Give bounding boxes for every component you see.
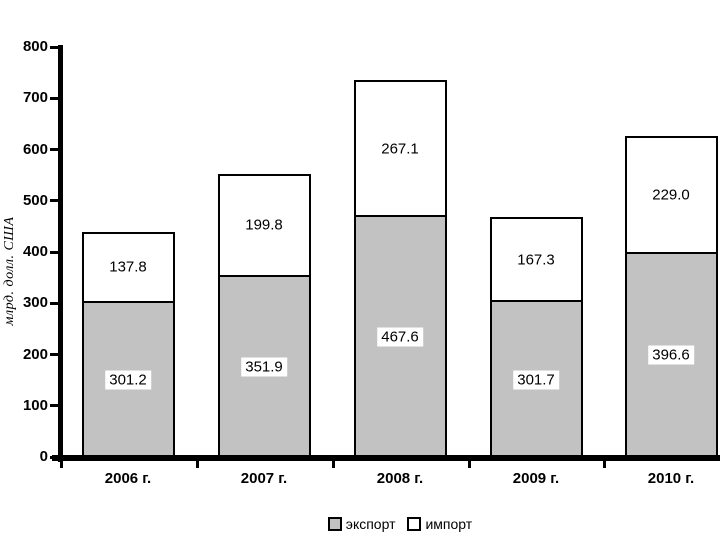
y-tick-label-300: 300 [22,294,48,312]
bar-2009 [489,216,583,457]
x-tick-mark-1 [196,455,199,468]
y-tick-label-600: 600 [22,140,48,158]
legend-label: импорт [425,516,473,532]
bar-2008 [353,80,447,457]
y-tick-label-700: 700 [22,89,48,107]
legend-item-export: экспорт [327,516,396,532]
y-tick-mark-700 [50,96,59,100]
y-tick-label-0: 0 [39,448,48,465]
x-tick-mark-3 [468,455,471,468]
x-category-label-2006: 2006 г. [104,470,152,487]
y-tick-mark-800 [50,45,59,49]
x-category-label-2007: 2007 г. [240,470,288,487]
x-category-label-2009: 2009 г. [512,470,560,487]
export-value-label-2009: 301.7 [513,370,559,390]
import-value-label-2006: 137.8 [109,258,147,276]
y-tick-mark-100 [50,404,59,408]
export-value-label-2007: 351.9 [241,357,287,377]
x-category-label-2008: 2008 г. [376,470,424,487]
y-tick-label-200: 200 [22,345,48,363]
x-tick-mark-2 [332,455,335,468]
import-value-label-2009: 167.3 [517,251,555,268]
y-tick-mark-300 [50,301,59,305]
bar-2010 [624,136,718,457]
x-tick-mark-0 [60,455,63,468]
export-value-label-2008: 467.6 [377,327,423,347]
x-category-label-2010: 2010 г. [647,470,695,487]
y-tick-mark-0 [50,455,59,459]
legend-swatch-icon [327,517,342,531]
y-axis-title: млрд. долл. США [2,216,17,326]
import-value-label-2010: 229.0 [652,186,690,204]
y-tick-label-100: 100 [22,396,48,414]
y-tick-mark-500 [50,199,59,203]
y-tick-mark-200 [50,353,59,356]
import-value-label-2007: 199.8 [245,216,283,234]
y-tick-mark-600 [50,148,59,151]
x-tick-mark-4 [603,455,606,468]
legend: экспорт импорт [0,516,720,532]
export-value-label-2006: 301.2 [105,370,151,390]
y-axis-line [58,45,63,462]
legend-label: экспорт [345,516,396,532]
legend-item-import: импорт [407,516,472,532]
x-axis-line [52,455,720,461]
y-tick-label-400: 400 [22,243,48,260]
y-tick-mark-400 [50,250,59,254]
legend-swatch-icon [407,517,422,531]
y-tick-label-800: 800 [22,38,48,55]
export-value-label-2010: 396.6 [648,345,694,365]
import-value-label-2008: 267.1 [381,140,419,158]
y-tick-label-500: 500 [22,191,48,209]
